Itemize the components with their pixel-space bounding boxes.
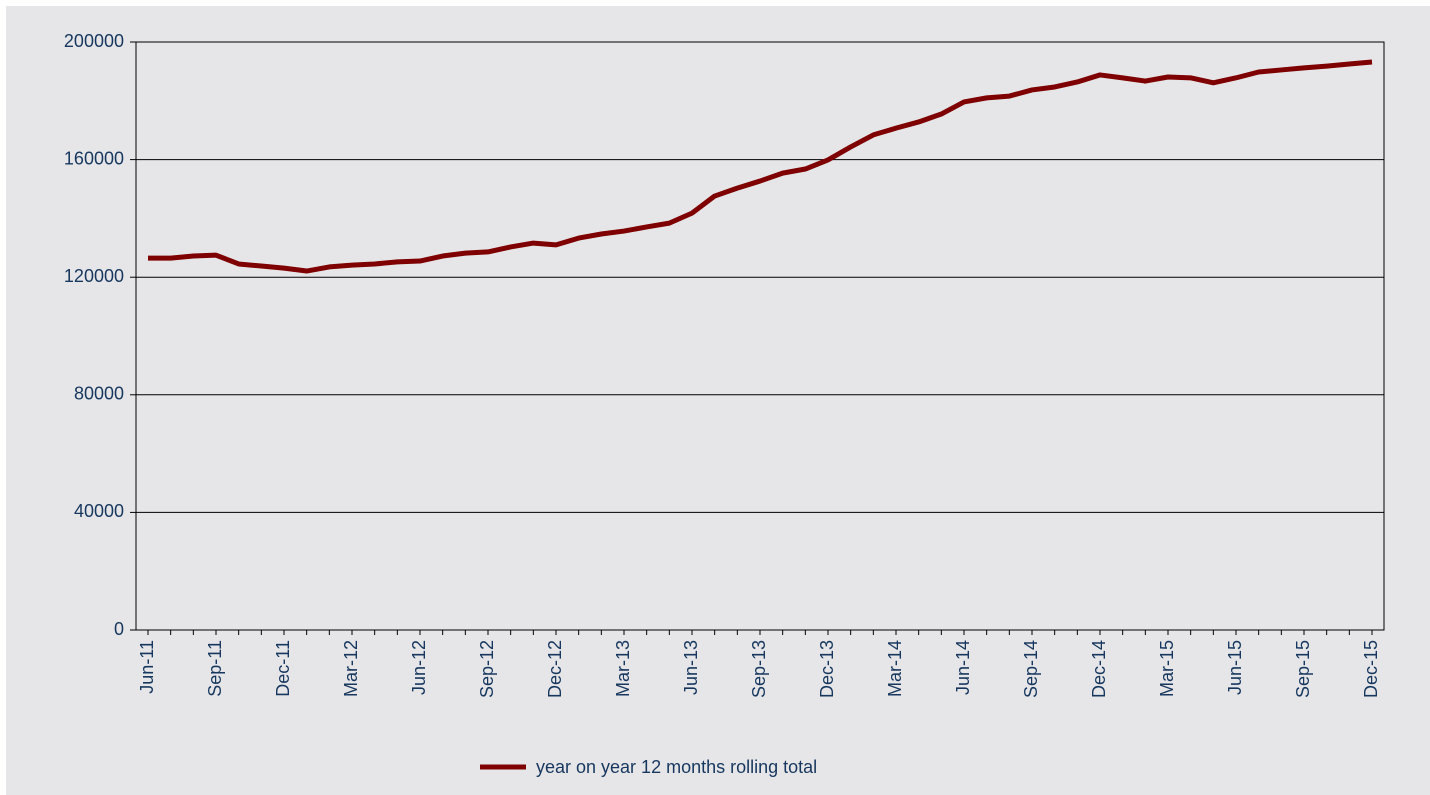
x-tick-label: Mar-14 [885, 640, 905, 697]
y-tick-label: 40000 [74, 501, 124, 521]
x-tick-label: Jun-11 [137, 640, 157, 694]
y-tick-label: 120000 [64, 266, 124, 286]
x-tick-label: Jun-15 [1225, 640, 1245, 695]
x-tick-label: Dec-15 [1361, 640, 1381, 698]
x-tick-label: Sep-12 [477, 640, 497, 698]
x-tick-label: Sep-13 [749, 640, 769, 698]
x-tick-label: Mar-13 [613, 640, 633, 697]
x-tick-label: Mar-12 [341, 640, 361, 697]
x-tick-label: Dec-14 [1089, 640, 1109, 698]
x-tick-label: Dec-12 [545, 640, 565, 698]
x-tick-label: Jun-13 [681, 640, 701, 695]
x-tick-label: Sep-15 [1293, 640, 1313, 698]
y-tick-label: 0 [114, 619, 124, 639]
x-tick-label: Sep-11 [205, 640, 225, 697]
line-series [148, 59, 1373, 274]
x-tick-label: Mar-15 [1157, 640, 1177, 697]
x-tick-label: Dec-13 [817, 640, 837, 698]
y-tick-label: 200000 [64, 31, 124, 51]
x-tick-label: Sep-14 [1021, 640, 1041, 698]
x-tick-label: Dec-11 [273, 640, 293, 697]
y-tick-label: 80000 [74, 384, 124, 404]
x-tick-label: Jun-12 [409, 640, 429, 695]
x-tick-label: Jun-14 [953, 640, 973, 695]
legend-label: year on year 12 months rolling total [536, 757, 817, 777]
y-tick-label: 160000 [64, 148, 124, 168]
plot-area [135, 41, 1385, 631]
